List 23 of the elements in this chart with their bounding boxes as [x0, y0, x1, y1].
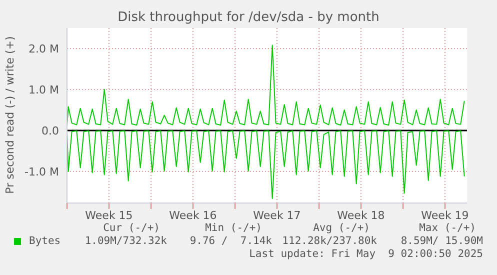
- x-tick-label: Week 16: [169, 208, 217, 222]
- x-tick-label: Week 18: [337, 208, 385, 222]
- text: 9.76 / 7.14k: [190, 235, 272, 247]
- text: Max (-/+): [419, 222, 476, 234]
- y-tick-label: 2.0 M: [28, 42, 59, 56]
- text: 112.28k/237.80k: [282, 235, 377, 247]
- text: Cur (-/+): [103, 222, 160, 234]
- y-axis-title: Pr second read (-) / write (+): [4, 36, 16, 194]
- x-tick-label: Week 15: [85, 208, 133, 222]
- text: Avg (-/+): [313, 222, 370, 234]
- chart-title: Disk throughput for /dev/sda - by month: [116, 10, 380, 25]
- text: 8.59M/ 15.90M: [400, 235, 483, 247]
- y-tick-label: -1.0 M: [24, 165, 59, 178]
- x-tick-label: Week 17: [253, 208, 301, 222]
- x-tick-label: Week 19: [421, 208, 469, 222]
- line-series: [67, 44, 465, 127]
- legend-label: Bytes: [29, 235, 61, 247]
- y-tick-label: 0.0: [42, 124, 59, 138]
- line-series: [67, 130, 465, 199]
- text: 1.09M/732.32k: [84, 235, 167, 247]
- text: Min (-/+): [205, 222, 262, 234]
- text: Last update: Fri May 9 02:00:50 2025: [249, 248, 483, 260]
- y-tick-label: 1.0 M: [28, 83, 59, 96]
